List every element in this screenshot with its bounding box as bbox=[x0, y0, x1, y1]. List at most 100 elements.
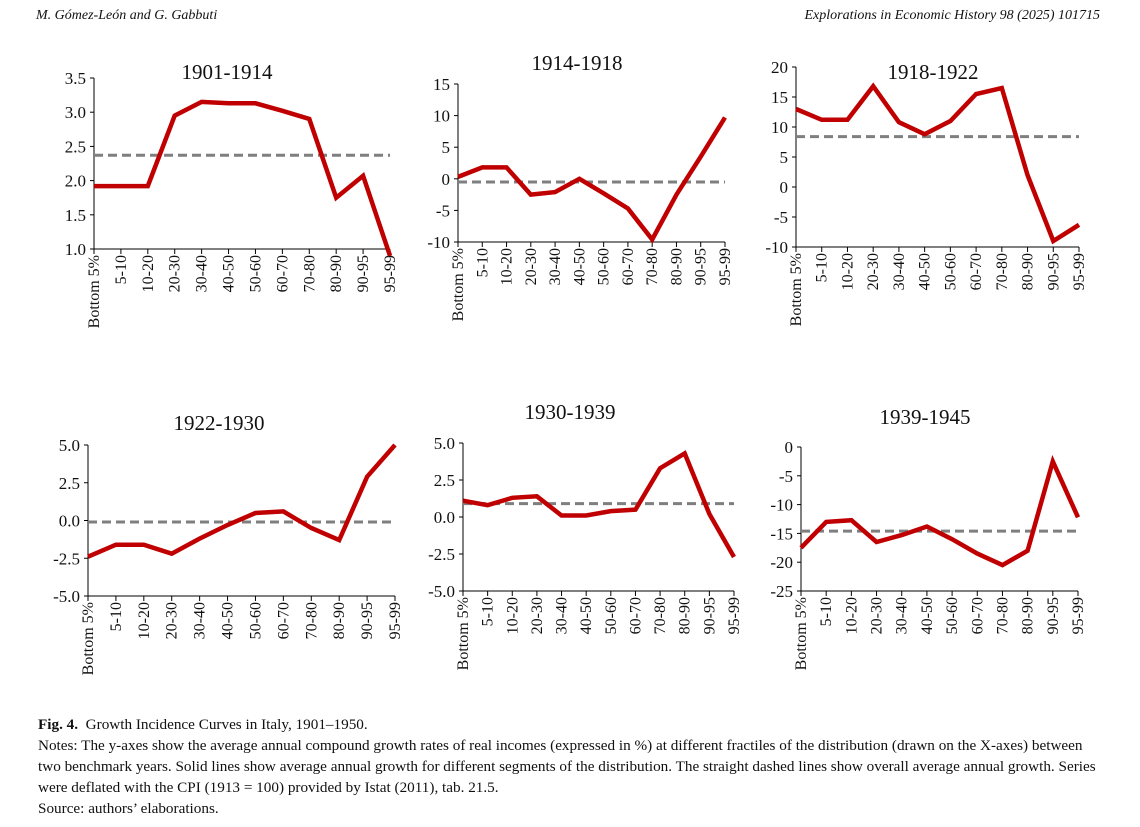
y-tick-label: 1.0 bbox=[65, 240, 86, 259]
y-tick-label: 2.0 bbox=[65, 172, 86, 191]
y-tick-label: 0.0 bbox=[59, 512, 80, 531]
y-tick-label: -10 bbox=[427, 233, 450, 252]
x-tick-label: 40-50 bbox=[221, 255, 238, 292]
y-tick-label: 0 bbox=[780, 178, 789, 197]
x-tick-label: 70-80 bbox=[644, 248, 661, 285]
x-tick-label: 30-40 bbox=[194, 255, 211, 292]
growth-incidence-curve bbox=[94, 99, 393, 257]
x-tick-label: 20-30 bbox=[167, 255, 184, 292]
y-tick-label: 5 bbox=[780, 148, 789, 167]
y-tick-label: -20 bbox=[770, 553, 793, 572]
y-tick-label: -15 bbox=[770, 524, 793, 543]
x-tick-label: 70-80 bbox=[994, 597, 1011, 634]
x-tick-label: Bottom 5% bbox=[450, 248, 467, 321]
x-tick-label: 90-95 bbox=[701, 597, 718, 634]
y-tick-label: 10 bbox=[771, 118, 788, 137]
x-tick-label: 95-99 bbox=[382, 255, 399, 292]
chart-title: 1918-1922 bbox=[888, 60, 979, 84]
x-tick-label: 20-30 bbox=[529, 597, 546, 634]
x-tick-label: 50-60 bbox=[247, 602, 264, 639]
y-tick-label: -2.5 bbox=[53, 549, 80, 568]
chart-panel-1914-1918: 1914-1918 -10 -5 0 5 10 15 Bottom 5% 5-10 10-20 20… bbox=[427, 51, 734, 321]
x-tick-label: 10-20 bbox=[140, 255, 157, 292]
x-tick-label: 70-80 bbox=[994, 253, 1011, 290]
y-tick-label: -5 bbox=[436, 201, 450, 220]
x-tick-label: 30-40 bbox=[891, 253, 908, 290]
x-tick-label: Bottom 5% bbox=[86, 255, 103, 328]
x-tick-label: 90-95 bbox=[693, 248, 710, 285]
y-tick-label: 5.0 bbox=[59, 436, 80, 455]
x-tick-label: 80-90 bbox=[668, 248, 685, 285]
x-tick-label: 80-90 bbox=[331, 602, 348, 639]
header-journal: Explorations in Economic History 98 (202… bbox=[804, 8, 1100, 23]
chart-panel-1939-1945: 1939-1945 -25 -20 -15 -10 -5 0 Bottom 5% 5-10 10-… bbox=[770, 405, 1087, 670]
x-tick-label: 30-40 bbox=[547, 248, 564, 285]
y-tick-label: 2.5 bbox=[59, 474, 80, 493]
chart-panel-1901-1914: 1901-1914 1.0 1.5 2.0 2.5 3.0 3.5 Bottom 5% 5-10… bbox=[65, 60, 399, 328]
chart-title: 1901-1914 bbox=[182, 60, 273, 84]
x-tick-label: 90-95 bbox=[1045, 597, 1062, 634]
x-tick-label: 20-30 bbox=[164, 602, 181, 639]
y-tick-label: -2.5 bbox=[428, 545, 455, 564]
x-tick-label: 50-60 bbox=[596, 248, 613, 285]
fig-label: Fig. 4. bbox=[38, 716, 79, 733]
y-tick-label: 20 bbox=[771, 58, 788, 77]
x-tick-label: 80-90 bbox=[328, 255, 345, 292]
x-tick-label: Bottom 5% bbox=[80, 602, 97, 675]
growth-incidence-curve bbox=[795, 82, 1081, 245]
y-tick-label: 0.0 bbox=[434, 508, 455, 527]
y-tick-label: 3.5 bbox=[65, 69, 86, 88]
x-tick-label: 5-10 bbox=[108, 602, 125, 631]
y-tick-label: 10 bbox=[433, 107, 450, 126]
x-tick-label: 95-99 bbox=[1071, 253, 1088, 290]
x-tick-label: 90-95 bbox=[359, 602, 376, 639]
x-tick-label: 95-99 bbox=[726, 597, 743, 634]
x-tick-label: 90-95 bbox=[1045, 253, 1062, 290]
chart-title: 1922-1930 bbox=[174, 411, 265, 435]
x-tick-label: 40-50 bbox=[917, 253, 934, 290]
x-tick-label: 60-70 bbox=[627, 597, 644, 634]
y-tick-label: 1.5 bbox=[65, 206, 86, 225]
y-tick-label: -25 bbox=[770, 582, 793, 601]
y-tick-label: 2.5 bbox=[434, 471, 455, 490]
y-tick-label: -5 bbox=[779, 467, 793, 486]
x-tick-label: Bottom 5% bbox=[793, 597, 810, 670]
y-tick-label: 5 bbox=[442, 138, 451, 157]
x-tick-label: 5-10 bbox=[113, 255, 130, 284]
figure-caption: Fig. 4. Growth Incidence Curves in Italy… bbox=[38, 714, 1108, 819]
x-tick-label: 50-60 bbox=[247, 255, 264, 292]
fig-title: Growth Incidence Curves in Italy, 1901–1… bbox=[85, 716, 368, 733]
y-tick-label: 2.5 bbox=[65, 137, 86, 156]
x-tick-label: 50-60 bbox=[944, 597, 961, 634]
y-tick-label: -10 bbox=[770, 496, 793, 515]
chart-panel-1922-1930: 1922-1930 -5.0 -2.5 0.0 2.5 5.0 Bottom 5% 5-10 1… bbox=[53, 411, 404, 675]
x-tick-label: 40-50 bbox=[220, 602, 237, 639]
x-tick-label: 20-30 bbox=[865, 253, 882, 290]
x-tick-label: 80-90 bbox=[677, 597, 694, 634]
y-tick-label: -10 bbox=[765, 238, 788, 257]
x-tick-label: 80-90 bbox=[1020, 253, 1037, 290]
chart-title: 1939-1945 bbox=[880, 405, 971, 429]
x-tick-label: 30-40 bbox=[554, 597, 571, 634]
x-tick-label: 60-70 bbox=[968, 253, 985, 290]
x-tick-label: 20-30 bbox=[869, 597, 886, 634]
x-tick-label: 70-80 bbox=[301, 255, 318, 292]
x-tick-label: 90-95 bbox=[355, 255, 372, 292]
x-tick-label: Bottom 5% bbox=[788, 253, 805, 326]
x-tick-label: 5-10 bbox=[480, 597, 497, 626]
y-tick-label: -5.0 bbox=[53, 587, 80, 606]
x-tick-label: 95-99 bbox=[1070, 597, 1087, 634]
x-tick-label: 40-50 bbox=[571, 248, 588, 285]
x-tick-label: 60-70 bbox=[620, 248, 637, 285]
x-tick-label: 60-70 bbox=[275, 602, 292, 639]
x-tick-label: 70-80 bbox=[303, 602, 320, 639]
y-tick-label: -5.0 bbox=[428, 582, 455, 601]
x-tick-label: 60-70 bbox=[969, 597, 986, 634]
x-tick-label: 5-10 bbox=[814, 253, 831, 282]
y-tick-label: -5 bbox=[774, 208, 788, 227]
x-tick-label: 95-99 bbox=[387, 602, 404, 639]
growth-incidence-curve bbox=[87, 443, 397, 559]
x-tick-label: 10-20 bbox=[839, 253, 856, 290]
x-tick-label: Bottom 5% bbox=[455, 597, 472, 670]
